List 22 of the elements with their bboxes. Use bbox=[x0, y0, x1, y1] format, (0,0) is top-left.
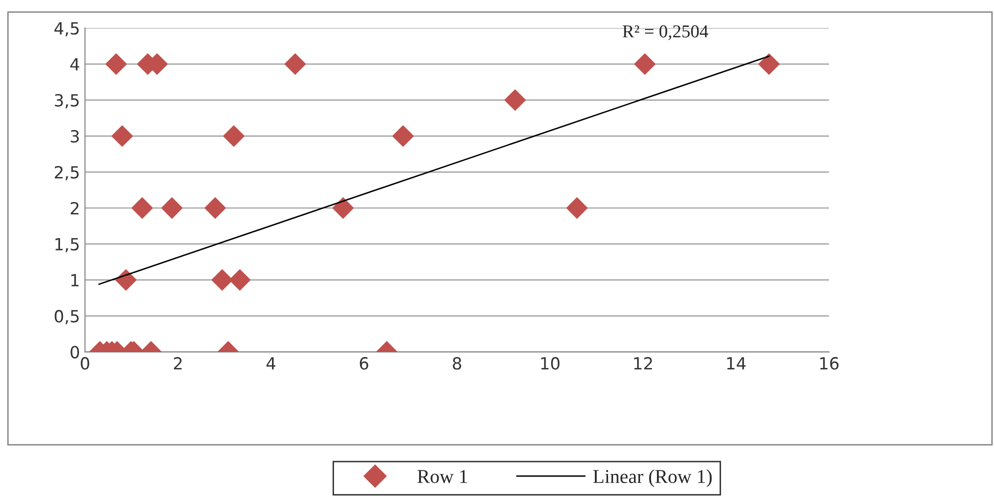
y-tick-label: 2,5 bbox=[54, 166, 79, 180]
annotation: R² = 0,2504 bbox=[622, 25, 708, 40]
x-tick-label: 16 bbox=[820, 357, 839, 370]
x-tick-label: 12 bbox=[634, 357, 652, 370]
y-tick-label: 0,5 bbox=[54, 310, 79, 324]
y-tick-label: 4,5 bbox=[54, 22, 79, 36]
y-tick-label: 0 bbox=[70, 346, 80, 358]
y-tick-label: 1,5 bbox=[55, 238, 79, 252]
y-tick-label: 3 bbox=[70, 130, 79, 143]
y-tick-label: 2 bbox=[70, 202, 78, 214]
legend-label: Row 1 bbox=[417, 470, 468, 484]
y-tick-label: 1 bbox=[71, 274, 79, 286]
x-tick-label: 6 bbox=[360, 357, 368, 370]
y-tick-label: 3,5 bbox=[54, 94, 79, 108]
y-tick-label: 4 bbox=[70, 58, 80, 70]
x-tick-label: 0 bbox=[80, 357, 90, 370]
x-tick-label: 8 bbox=[452, 357, 462, 370]
x-tick-label: 10 bbox=[541, 357, 560, 370]
x-tick-label: 14 bbox=[727, 357, 746, 370]
x-tick-label: 2 bbox=[174, 357, 182, 370]
legend-label: Linear (Row 1) bbox=[593, 469, 712, 488]
x-tick-label: 4 bbox=[266, 357, 276, 370]
